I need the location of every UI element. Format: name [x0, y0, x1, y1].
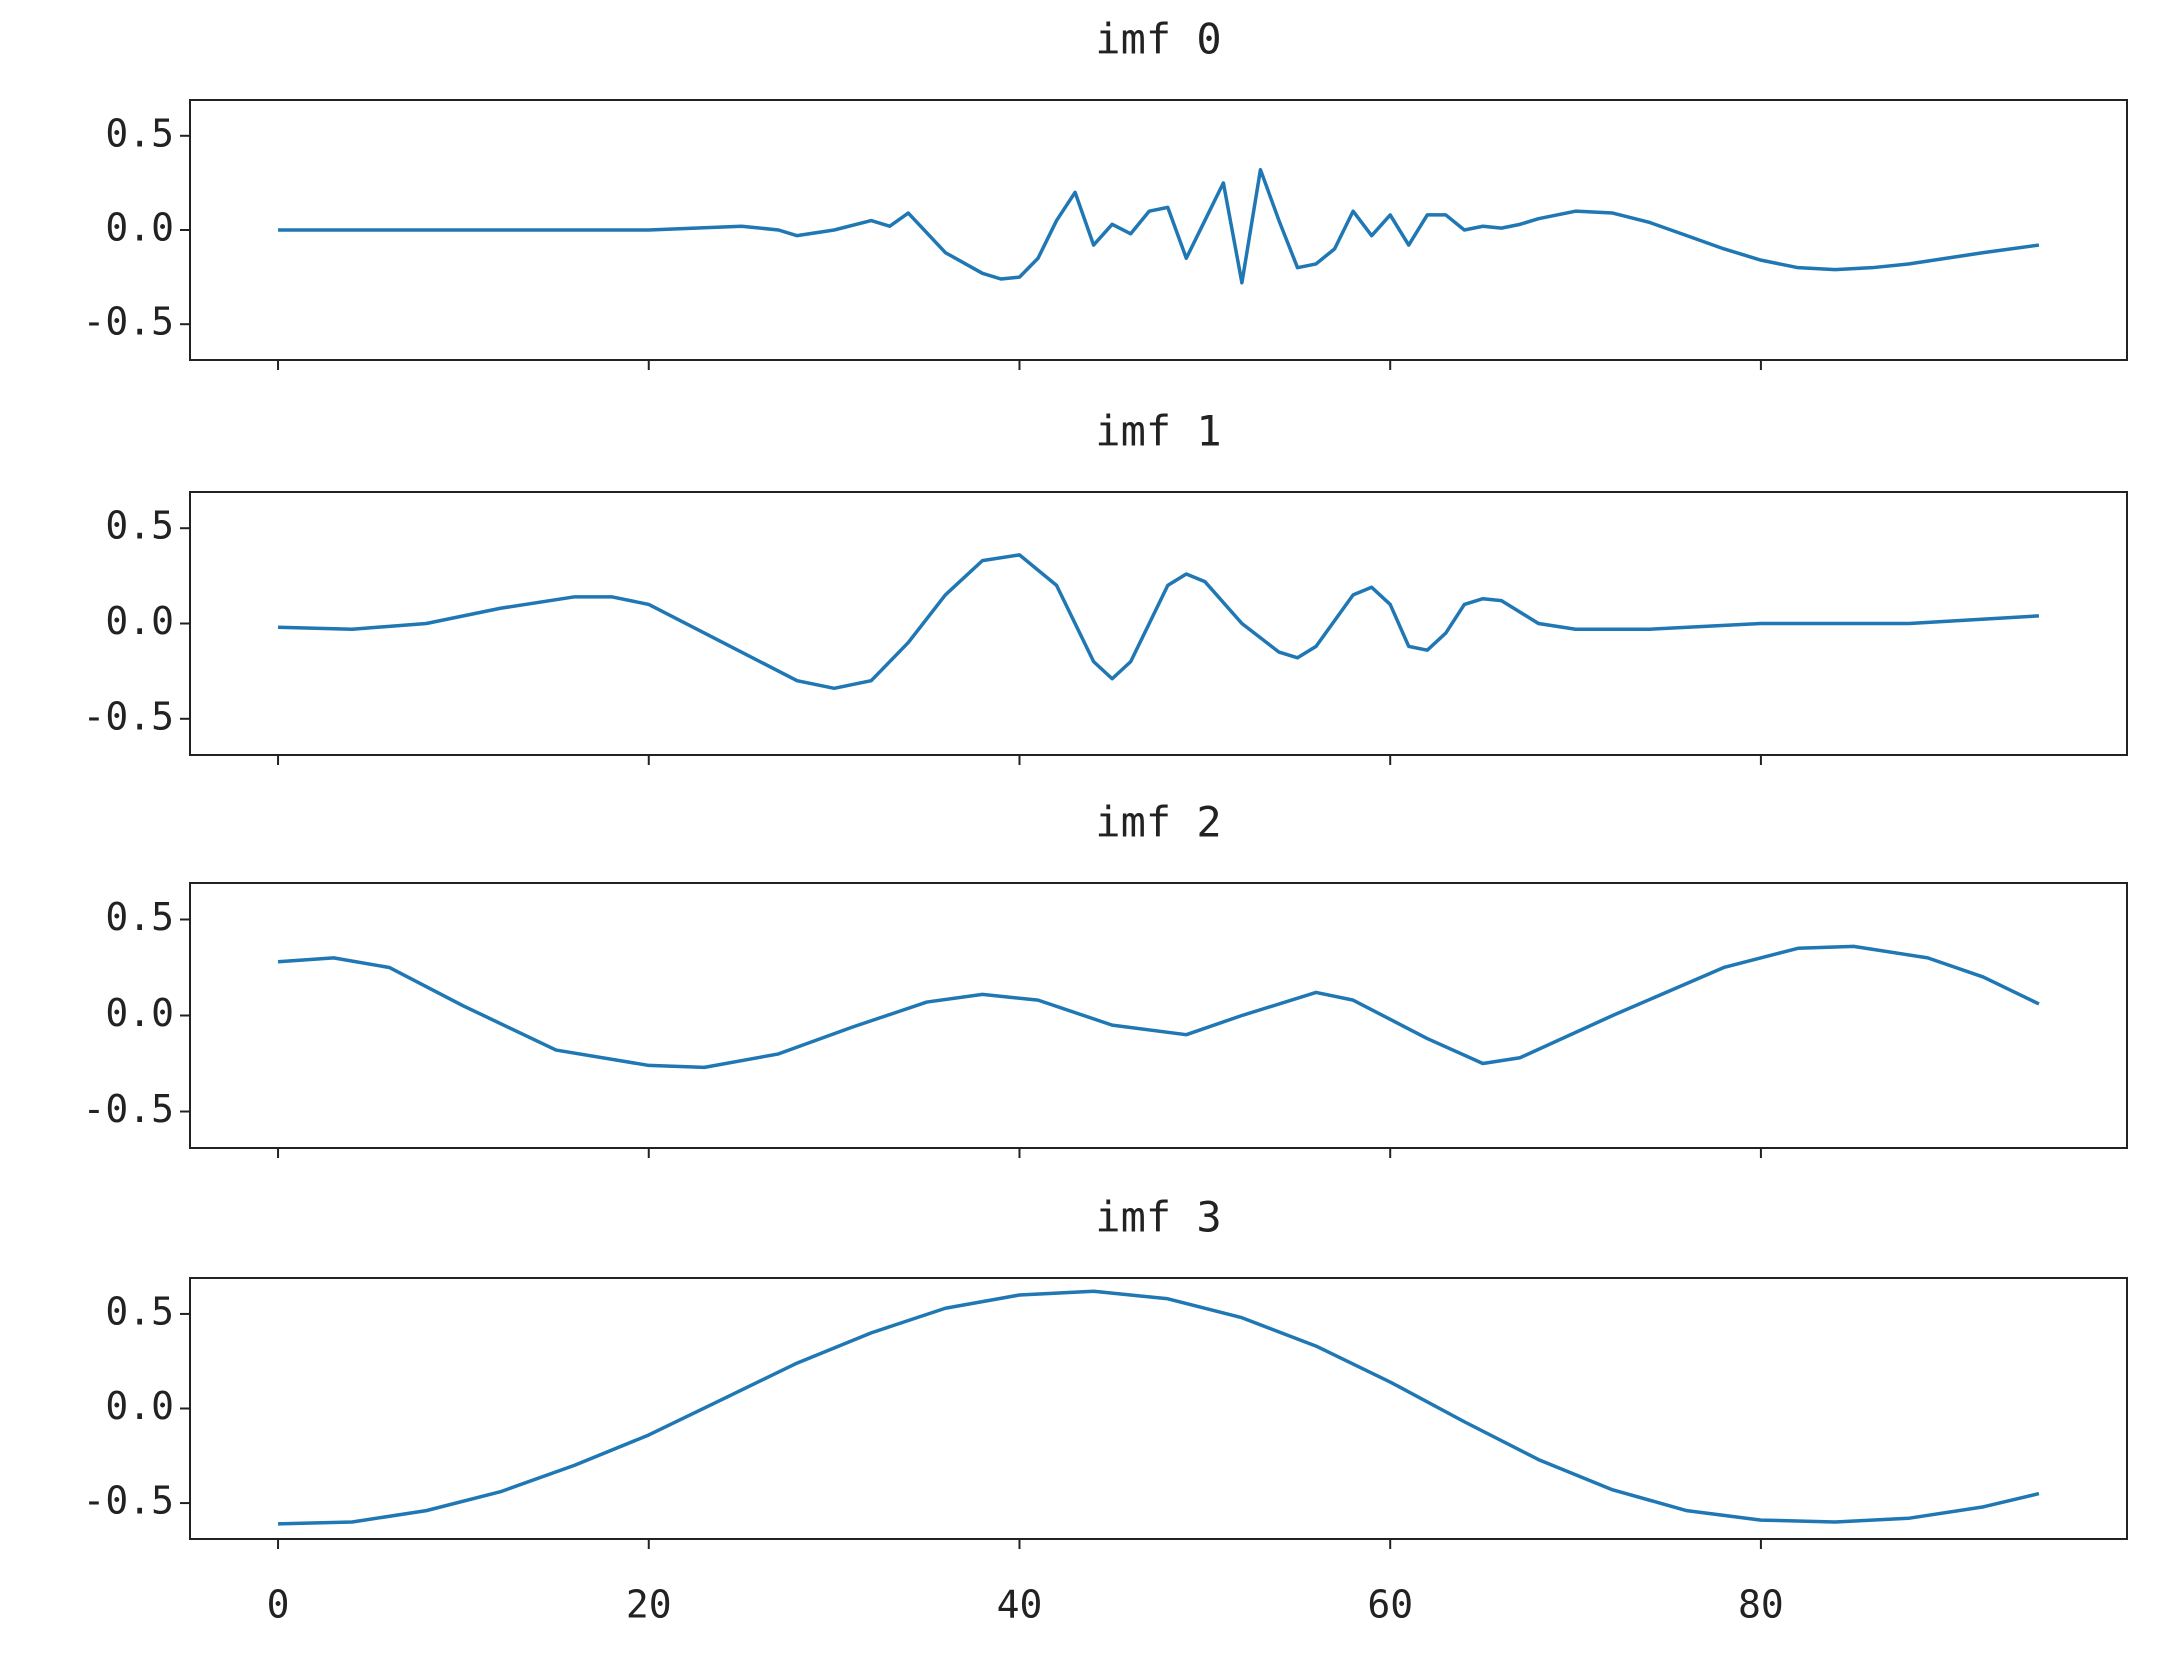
y-tick-label: 0.0: [105, 991, 174, 1035]
plot-area: [190, 1278, 2127, 1539]
x-tick-label: 40: [997, 1583, 1043, 1627]
axes-frame: [189, 882, 2128, 1149]
series-line: [277, 944, 2040, 1070]
y-tick-label: 0.0: [105, 1384, 174, 1428]
y-tick-label: -0.5: [82, 300, 174, 344]
x-tick-label: 0: [267, 1583, 290, 1627]
axes-frame: [189, 99, 2128, 361]
plot-area: [190, 883, 2127, 1148]
x-tick-label: 80: [1738, 1583, 1784, 1627]
y-tick-label: -0.5: [82, 1479, 174, 1523]
y-tick-label: 0.5: [105, 504, 174, 548]
y-tick-label: 0.5: [105, 111, 174, 155]
y-tick-label: 0.5: [105, 895, 174, 939]
y-tick-label: -0.5: [82, 1087, 174, 1131]
series-line: [278, 553, 2040, 691]
subplot-title: imf 0: [1095, 15, 1221, 64]
x-tick-label: 20: [626, 1583, 672, 1627]
subplot-title: imf 2: [1095, 798, 1221, 847]
x-tick-label: 60: [1367, 1583, 1413, 1627]
series-line: [278, 1289, 2040, 1526]
axes-frame: [189, 1277, 2128, 1540]
y-tick-label: 0.5: [105, 1289, 174, 1333]
axes-frame: [189, 491, 2128, 756]
subplot-title: imf 1: [1095, 407, 1221, 456]
series-line: [278, 167, 2040, 285]
y-tick-label: 0.0: [105, 599, 174, 643]
subplot-title: imf 3: [1095, 1193, 1221, 1242]
y-tick-label: -0.5: [82, 694, 174, 738]
y-tick-label: 0.0: [105, 206, 174, 250]
